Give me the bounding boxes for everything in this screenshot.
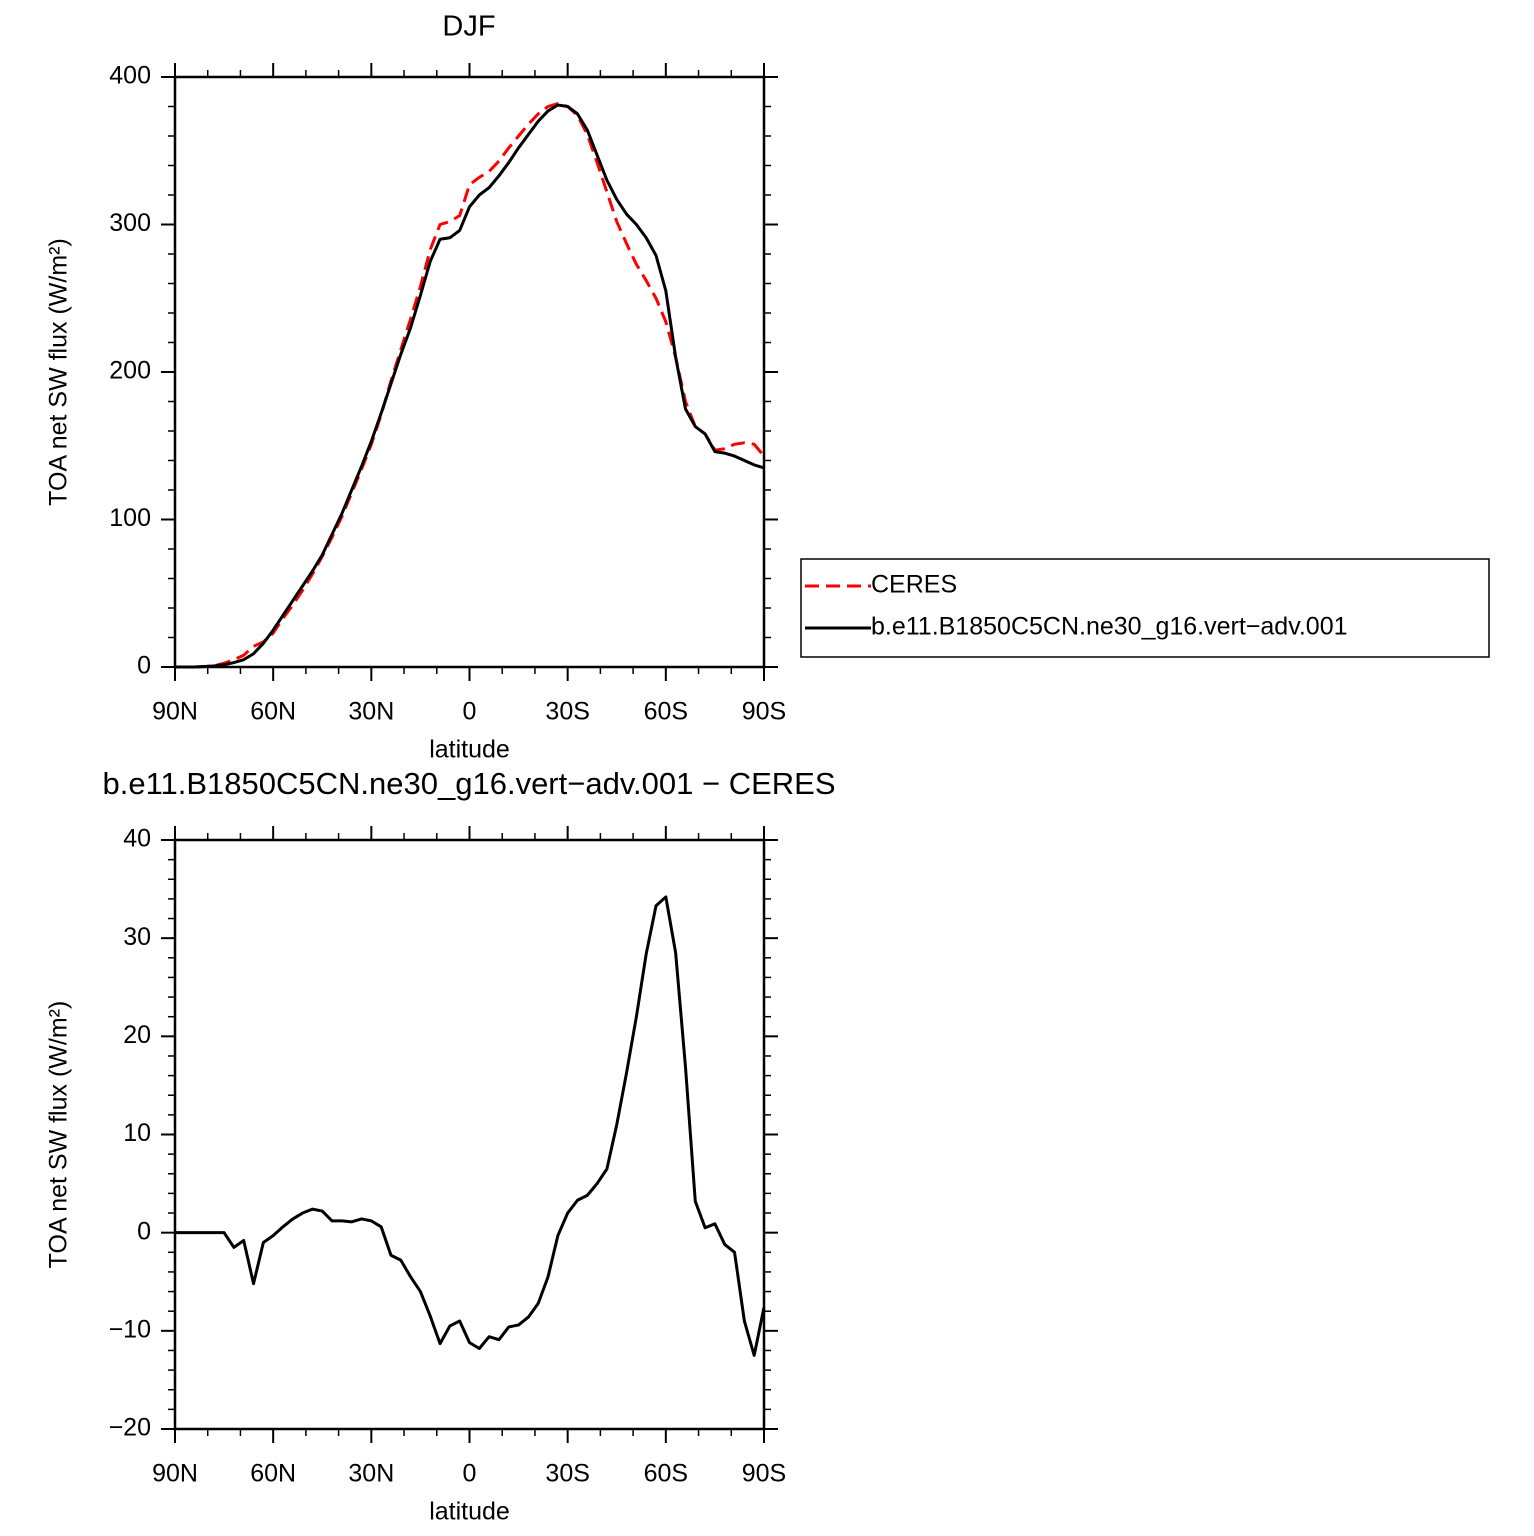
data-line xyxy=(175,102,766,669)
x-tick-label: 30N xyxy=(348,698,394,726)
x-tick-label: 30N xyxy=(348,1460,394,1488)
y-tick-label: 0 xyxy=(137,652,151,680)
y-tick-label: 300 xyxy=(109,209,151,237)
chart-title: b.e11.B1850C5CN.ne30_g16.vert−adv.001 − … xyxy=(102,766,835,801)
chart-title: DJF xyxy=(442,11,495,43)
x-tick-label: 0 xyxy=(463,1460,477,1488)
x-tick-label: 30S xyxy=(545,1460,589,1488)
y-axis-label: TOA net SW flux (W/m²) xyxy=(45,238,73,506)
y-tick-label: −10 xyxy=(109,1315,151,1343)
plot-frame xyxy=(173,838,766,1431)
y-tick-label: 10 xyxy=(123,1119,151,1147)
y-tick-label: 20 xyxy=(123,1021,151,1049)
legend-box xyxy=(800,558,1490,658)
x-tick-label: 90S xyxy=(742,1460,786,1488)
y-tick-label: −20 xyxy=(109,1414,151,1442)
x-tick-label: 0 xyxy=(463,698,477,726)
y-tick-label: 100 xyxy=(109,504,151,532)
legend-label: b.e11.B1850C5CN.ne30_g16.vert−adv.001 xyxy=(871,613,1348,641)
x-tick-label: 60S xyxy=(644,1460,688,1488)
plot-frame xyxy=(173,75,766,669)
x-tick-label: 90N xyxy=(152,1460,198,1488)
y-tick-label: 400 xyxy=(109,62,151,90)
data-line xyxy=(175,895,766,1357)
x-axis-label: latitude xyxy=(429,1498,510,1526)
x-tick-label: 60N xyxy=(250,1460,296,1488)
y-tick-label: 30 xyxy=(123,923,151,951)
x-tick-label: 60S xyxy=(644,698,688,726)
y-tick-label: 40 xyxy=(123,825,151,853)
x-tick-label: 90N xyxy=(152,698,198,726)
legend-label: CERES xyxy=(871,571,957,599)
y-axis-label: TOA net SW flux (W/m²) xyxy=(45,1001,73,1269)
x-tick-label: 90S xyxy=(742,698,786,726)
y-tick-label: 0 xyxy=(137,1217,151,1245)
data-line xyxy=(175,103,765,669)
y-tick-label: 200 xyxy=(109,357,151,385)
x-tick-label: 30S xyxy=(545,698,589,726)
x-tick-label: 60N xyxy=(250,698,296,726)
x-axis-label: latitude xyxy=(429,736,510,764)
